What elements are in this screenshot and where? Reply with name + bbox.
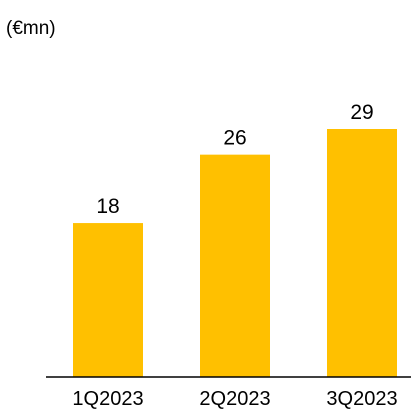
category-label-3Q2023: 3Q2023: [326, 388, 397, 410]
unit-label: (€mn): [6, 18, 56, 39]
bar-2Q2023: [200, 154, 270, 377]
bars-group: [73, 129, 397, 377]
category-label-1Q2023: 1Q2023: [72, 388, 143, 410]
bar-3Q2023: [327, 129, 397, 377]
value-label-3Q2023: 29: [350, 101, 373, 124]
value-label-2Q2023: 26: [223, 127, 246, 150]
category-labels-group: 1Q2023 2Q2023 3Q2023: [72, 388, 397, 410]
value-label-1Q2023: 18: [96, 195, 119, 218]
bar-1Q2023: [73, 223, 143, 377]
value-labels-group: 18 26 29: [96, 101, 373, 218]
category-label-2Q2023: 2Q2023: [199, 388, 270, 410]
